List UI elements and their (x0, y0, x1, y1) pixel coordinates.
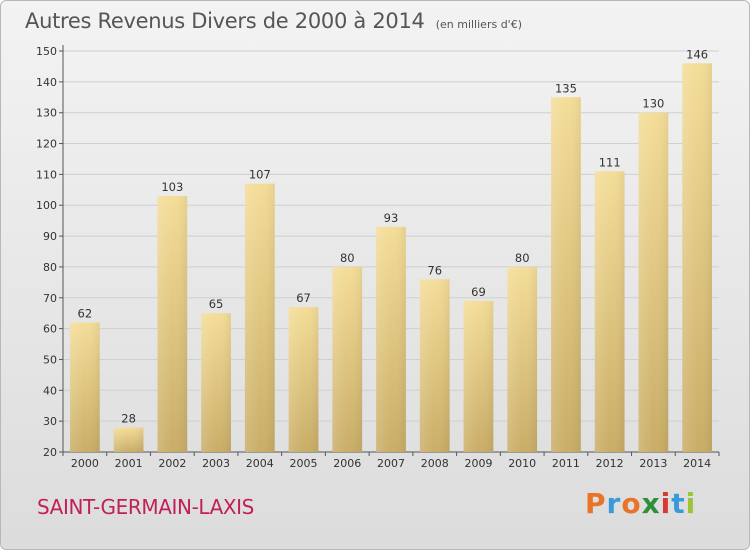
y-tick-label: 90 (43, 230, 57, 243)
brand-letter: r (606, 487, 622, 520)
y-tick-label: 70 (43, 292, 57, 305)
x-tick-label: 2006 (333, 457, 361, 470)
data-label: 111 (599, 155, 621, 169)
x-tick-label: 2012 (596, 457, 624, 470)
proxiti-logo[interactable]: Proxiti (585, 487, 696, 520)
data-label: 146 (686, 47, 708, 61)
data-labels: 62 28 103 65 107 67 80 93 76 69 80 135 111 130 146 (78, 47, 709, 425)
x-tick-label: 2004 (246, 457, 274, 470)
location-name: SAINT-GERMAIN-LAXIS (37, 495, 254, 519)
x-tick-label: 2000 (71, 457, 99, 470)
y-tick-label: 130 (36, 107, 57, 120)
data-label: 69 (471, 285, 486, 299)
y-tick-label: 50 (43, 353, 57, 366)
data-label: 107 (249, 168, 271, 182)
bar-shade (157, 195, 188, 452)
bar-shade (288, 307, 319, 452)
y-tick-label: 100 (36, 199, 57, 212)
bar-shade (201, 313, 231, 452)
data-label: 135 (555, 81, 577, 95)
bar-shade (507, 266, 538, 452)
brand-letter: i (660, 487, 672, 520)
x-tick-label: 2011 (552, 457, 580, 470)
data-label: 103 (161, 180, 183, 194)
y-tick-label: 80 (43, 261, 57, 274)
y-tick-label: 140 (36, 76, 57, 89)
title-row: Autres Revenus Divers de 2000 à 2014 (en… (25, 9, 522, 33)
bar-shade (113, 427, 144, 452)
brand-letter: o (621, 487, 642, 520)
y-tick-label: 110 (36, 168, 57, 181)
data-label: 76 (427, 263, 442, 277)
x-tick-label: 2009 (464, 457, 492, 470)
bar-shade (682, 63, 713, 452)
x-tick-label: 2010 (508, 457, 536, 470)
brand-letter: i (685, 487, 697, 520)
brand-letter: x (641, 487, 661, 520)
x-tick-label: 2013 (639, 457, 667, 470)
data-label: 93 (384, 211, 399, 225)
x-tick-label: 2014 (683, 457, 711, 470)
brand-letter: P (585, 487, 607, 520)
bar-shade (332, 266, 363, 452)
bar-shade (419, 279, 450, 452)
bar-shade (638, 112, 669, 452)
data-label: 28 (121, 411, 136, 425)
data-label: 67 (296, 291, 311, 305)
y-tick-label: 150 (36, 45, 57, 58)
y-tick-label: 120 (36, 138, 57, 151)
data-label: 130 (642, 97, 664, 111)
y-tick-label: 60 (43, 323, 57, 336)
chart-title: Autres Revenus Divers de 2000 à 2014 (25, 9, 425, 33)
bar-shade (376, 226, 406, 452)
bar-shade (463, 300, 494, 452)
x-tick-label: 2005 (290, 457, 318, 470)
data-label: 62 (78, 306, 93, 320)
data-label: 65 (209, 297, 224, 311)
x-tick-label: 2007 (377, 457, 405, 470)
bars (69, 63, 713, 453)
x-tick-label: 2001 (115, 457, 143, 470)
y-tick-label: 20 (43, 446, 57, 459)
bar-shade (551, 97, 581, 453)
bar-shade (69, 322, 100, 452)
y-tick-label: 40 (43, 384, 57, 397)
bar-shade (244, 183, 275, 452)
x-tick-label: 2008 (421, 457, 449, 470)
x-tick-label: 2002 (158, 457, 186, 470)
y-tick-label: 30 (43, 415, 57, 428)
brand-letter: t (671, 487, 686, 520)
x-tick-label: 2003 (202, 457, 230, 470)
bar-shade (594, 171, 625, 453)
data-label: 80 (340, 251, 355, 265)
chart-unit: (en milliers d'€) (435, 18, 522, 31)
data-label: 80 (515, 251, 530, 265)
